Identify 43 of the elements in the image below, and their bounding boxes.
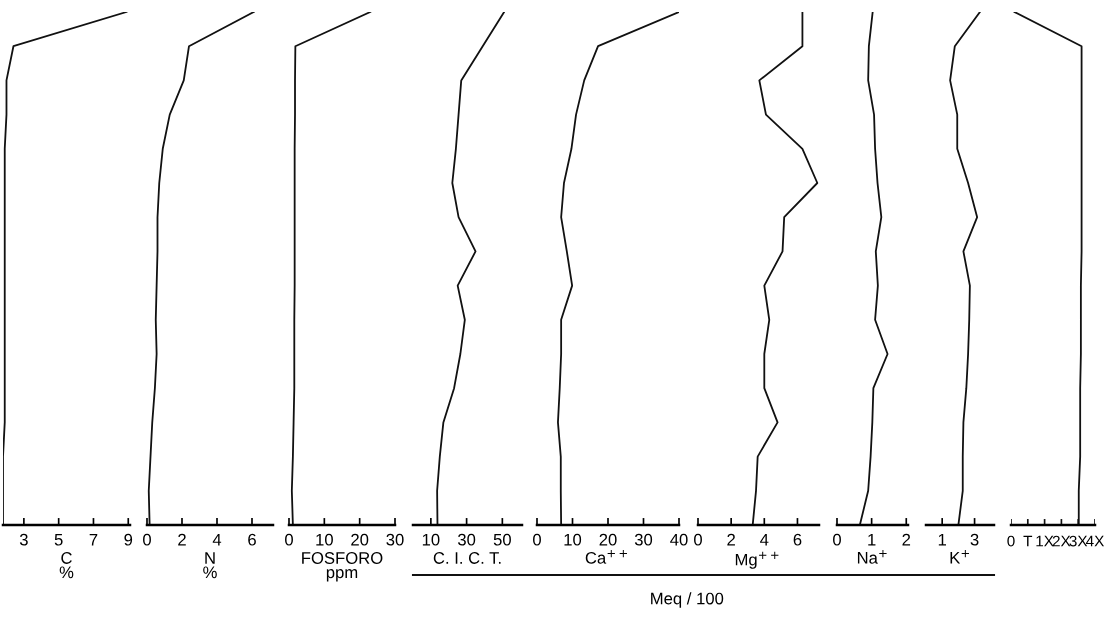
x-tick-label: 1 — [868, 533, 876, 546]
annotation: 1X — [1036, 535, 1054, 547]
x-tick-label: 50 — [493, 533, 511, 546]
annotation: T — [1023, 535, 1033, 547]
x-tick-label: 20 — [599, 533, 617, 546]
x-axis-title: N % — [203, 552, 217, 579]
x-tick-label: 9 — [124, 533, 133, 546]
x-tick-label: 4 — [212, 533, 222, 546]
x-tick-label: 30 — [634, 533, 653, 546]
annotation: 3X — [1069, 535, 1088, 547]
x-tick-label: 10 — [564, 533, 582, 546]
x-tick-label: 40 — [670, 533, 688, 546]
text: 4X — [1086, 535, 1105, 547]
x-axis-title: Na$^{+}$ — [857, 549, 887, 564]
x-axis-title: Mg$^{++}$ — [735, 551, 779, 569]
x-tick-label: 3 — [19, 533, 28, 546]
x-tick-label: 10 — [316, 533, 333, 546]
x-axis-title: FOSFORO ppm — [302, 552, 383, 582]
x-tick-label: 0 — [694, 533, 702, 546]
annotation: 2X — [1052, 535, 1071, 547]
x-tick-label: 6 — [248, 533, 256, 546]
x-axis-title: C % — [59, 552, 74, 579]
x-axis-title: Ca$^{++}$ — [585, 549, 627, 564]
x-tick-label: 0 — [833, 533, 841, 546]
x-tick-label: 30 — [386, 533, 404, 546]
x-axis-title: K$^{+}$ — [950, 549, 969, 564]
x-axis-title: C. I. C. T. — [433, 552, 501, 564]
x-tick-label: 3 — [970, 533, 979, 546]
x-tick-label: 6 — [793, 533, 802, 546]
x-tick-label: 0 — [285, 533, 293, 546]
x-tick-label: 5 — [54, 533, 63, 546]
x-tick-label: 2 — [178, 533, 186, 546]
x-tick-label: 30 — [457, 533, 476, 546]
x-tick-label: 20 — [351, 533, 369, 546]
x-tick-label: 2 — [902, 533, 911, 546]
x-tick-label: 10 — [422, 533, 440, 546]
text: Meq / 100 — [651, 592, 724, 608]
x-tick-label: 7 — [89, 533, 98, 546]
x-tick-label: 4 — [760, 533, 769, 546]
x-tick-label: 0 — [143, 533, 151, 546]
x-tick-label: 0 — [533, 533, 541, 546]
x-tick-label: 2 — [727, 533, 735, 546]
x-tick-label: 1 — [938, 533, 947, 546]
